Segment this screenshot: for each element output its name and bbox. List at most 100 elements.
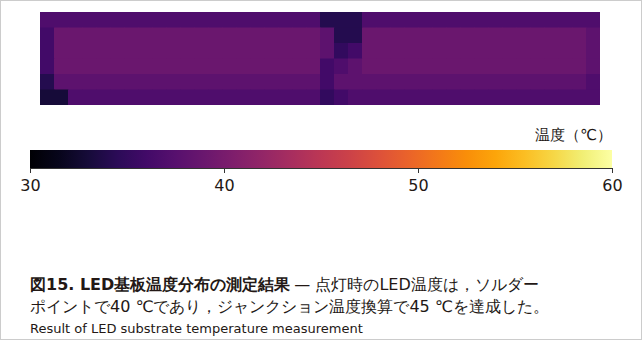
heatmap-cell xyxy=(152,59,167,75)
heatmap-cell xyxy=(558,90,573,106)
heatmap-cell xyxy=(390,12,405,28)
heatmap-cell xyxy=(166,12,181,28)
heatmap-cell xyxy=(306,43,321,59)
heatmap-cell xyxy=(474,12,489,28)
heatmap-cell xyxy=(446,28,461,44)
heatmap-cell xyxy=(376,28,391,44)
heatmap-cell xyxy=(474,28,489,44)
heatmap-cell xyxy=(404,12,419,28)
heatmap-cell xyxy=(404,59,419,75)
heatmap-cell xyxy=(180,74,195,90)
colorbar-label: 温度（℃） xyxy=(535,126,612,144)
heatmap-cell xyxy=(572,43,587,59)
heatmap-cell xyxy=(572,28,587,44)
heatmap-cell xyxy=(390,74,405,90)
colorbar-axis: 30405060 xyxy=(20,168,622,195)
heatmap-cell xyxy=(138,74,153,90)
heatmap-cell xyxy=(124,74,139,90)
heatmap-cell xyxy=(558,12,573,28)
heatmap-cell xyxy=(264,43,279,59)
heatmap-cell xyxy=(362,12,377,28)
heatmap-cell xyxy=(194,12,209,28)
heatmap-cell xyxy=(264,12,279,28)
colorbar-tick-mark xyxy=(30,168,31,173)
heatmap-cell xyxy=(152,74,167,90)
heatmap-cell xyxy=(110,59,125,75)
heatmap-cell xyxy=(68,74,83,90)
heatmap-cell xyxy=(110,74,125,90)
heatmap-cell xyxy=(572,74,587,90)
colorbar-tick: 50 xyxy=(408,168,428,195)
heatmap-cell xyxy=(334,12,349,28)
heatmap-cell xyxy=(152,28,167,44)
heatmap-cell xyxy=(250,43,265,59)
heatmap-cell xyxy=(124,28,139,44)
heatmap-cell xyxy=(362,74,377,90)
colorbar-tick: 30 xyxy=(20,168,40,195)
figure-frame xyxy=(1,1,642,340)
heatmap-cell xyxy=(40,43,55,59)
heatmap-cell xyxy=(348,90,363,106)
heatmap-cell xyxy=(194,28,209,44)
heatmap-cell xyxy=(110,90,125,106)
heatmap-cell xyxy=(376,74,391,90)
heatmap xyxy=(40,12,600,105)
heatmap-cell xyxy=(432,28,447,44)
heatmap-cell xyxy=(68,59,83,75)
heatmap-cell xyxy=(236,28,251,44)
heatmap-cell xyxy=(376,90,391,106)
heatmap-cell xyxy=(222,12,237,28)
heatmap-cell xyxy=(362,28,377,44)
heatmap-cell xyxy=(96,43,111,59)
heatmap-cell xyxy=(432,90,447,106)
heatmap-cell xyxy=(334,43,349,59)
heatmap-cell xyxy=(404,74,419,90)
caption-english: Result of LED substrate temperature meas… xyxy=(30,321,363,336)
heatmap-cell xyxy=(460,59,475,75)
heatmap-cell xyxy=(320,28,335,44)
heatmap-cell xyxy=(54,43,69,59)
heatmap-cell xyxy=(194,59,209,75)
heatmap-cell xyxy=(292,43,307,59)
heatmap-cell xyxy=(460,90,475,106)
heatmap-cell xyxy=(446,90,461,106)
heatmap-cell xyxy=(110,12,125,28)
heatmap-cell xyxy=(530,43,545,59)
heatmap-cell xyxy=(152,43,167,59)
figure: 30405060温度（℃）図15. LED基板温度分布の測定結果— 点灯時のLE… xyxy=(0,0,642,340)
heatmap-cell xyxy=(432,59,447,75)
heatmap-cell xyxy=(124,12,139,28)
heatmap-cell xyxy=(474,59,489,75)
heatmap-cell xyxy=(474,74,489,90)
heatmap-cell xyxy=(82,12,97,28)
heatmap-cell xyxy=(236,43,251,59)
heatmap-cell xyxy=(278,12,293,28)
heatmap-cell xyxy=(264,59,279,75)
heatmap-cell xyxy=(362,90,377,106)
heatmap-cell xyxy=(320,74,335,90)
heatmap-cell xyxy=(446,74,461,90)
heatmap-cell xyxy=(586,28,600,44)
heatmap-cell xyxy=(488,12,503,28)
heatmap-cell xyxy=(348,59,363,75)
heatmap-cell xyxy=(404,43,419,59)
heatmap-cell xyxy=(432,12,447,28)
heatmap-cell xyxy=(250,59,265,75)
colorbar-tick-label: 40 xyxy=(214,176,234,195)
heatmap-cell xyxy=(306,74,321,90)
heatmap-cell xyxy=(180,43,195,59)
heatmap-cell xyxy=(502,59,517,75)
heatmap-cell xyxy=(544,12,559,28)
heatmap-cell xyxy=(208,74,223,90)
heatmap-cell xyxy=(40,12,55,28)
heatmap-cell xyxy=(418,43,433,59)
heatmap-cell xyxy=(82,59,97,75)
heatmap-cell xyxy=(96,74,111,90)
heatmap-cell xyxy=(320,43,335,59)
heatmap-cell xyxy=(250,90,265,106)
heatmap-cell xyxy=(376,12,391,28)
heatmap-cell xyxy=(306,59,321,75)
heatmap-cell xyxy=(54,28,69,44)
heatmap-cell xyxy=(96,90,111,106)
heatmap-cell xyxy=(530,12,545,28)
